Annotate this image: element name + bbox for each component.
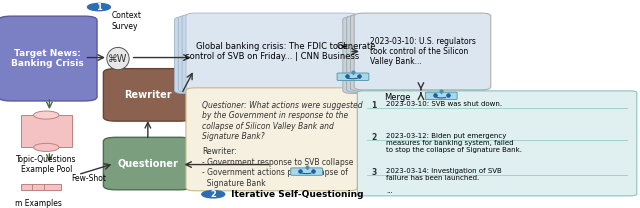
Text: Generate: Generate <box>337 42 376 51</box>
Text: Context
Survey: Context Survey <box>111 11 141 31</box>
Text: 1: 1 <box>96 2 102 12</box>
FancyBboxPatch shape <box>175 17 346 93</box>
FancyBboxPatch shape <box>179 16 350 92</box>
Text: ...: ... <box>386 188 393 194</box>
Ellipse shape <box>33 111 59 119</box>
FancyBboxPatch shape <box>44 184 61 190</box>
Text: m Examples: m Examples <box>15 199 62 208</box>
Circle shape <box>88 4 110 11</box>
Text: Iterative Self-Questioning: Iterative Self-Questioning <box>228 190 364 199</box>
FancyBboxPatch shape <box>337 73 369 80</box>
FancyBboxPatch shape <box>351 14 487 91</box>
Text: Rewriter: Rewriter <box>124 90 172 100</box>
Text: 2023-03-10: SVB was shut down.: 2023-03-10: SVB was shut down. <box>386 101 502 107</box>
Text: ⌘W: ⌘W <box>108 53 128 64</box>
FancyBboxPatch shape <box>291 168 323 175</box>
Text: 2: 2 <box>371 133 376 142</box>
FancyBboxPatch shape <box>104 137 192 190</box>
Text: 1: 1 <box>371 101 376 110</box>
FancyBboxPatch shape <box>0 16 97 101</box>
FancyBboxPatch shape <box>182 14 353 91</box>
Text: 2023-03-14: Investigation of SVB
failure has been launched.: 2023-03-14: Investigation of SVB failure… <box>386 168 502 181</box>
FancyBboxPatch shape <box>347 16 483 92</box>
FancyBboxPatch shape <box>104 69 192 121</box>
FancyBboxPatch shape <box>186 13 357 90</box>
Text: Questioner: What actions were suggested
by the Government in response to the
col: Questioner: What actions were suggested … <box>202 101 362 141</box>
FancyBboxPatch shape <box>21 115 72 147</box>
FancyBboxPatch shape <box>32 184 50 190</box>
Text: Global banking crisis: The FDIC took
control of SVB on Friday... | CNN Business: Global banking crisis: The FDIC took con… <box>184 42 359 61</box>
FancyBboxPatch shape <box>357 91 637 196</box>
Text: 2023-03-12: Biden put emergency
measures for banking system, failed
to stop the : 2023-03-12: Biden put emergency measures… <box>386 133 522 153</box>
Text: Few-Shot: Few-Shot <box>72 174 107 183</box>
FancyBboxPatch shape <box>354 13 491 90</box>
Text: Rewriter:
- Government response to SVB collapse
- Government actions post-collap: Rewriter: - Government response to SVB c… <box>202 147 353 188</box>
Text: 3: 3 <box>371 168 376 177</box>
Text: Questioner: Questioner <box>117 158 179 168</box>
Ellipse shape <box>33 143 59 151</box>
FancyBboxPatch shape <box>426 92 457 100</box>
Text: 2: 2 <box>211 190 216 199</box>
FancyBboxPatch shape <box>21 184 38 190</box>
Text: Topic-Questions
Example Pool: Topic-Questions Example Pool <box>16 155 77 174</box>
Text: 2023-03-10: U.S. regulators
took control of the Silicon
Valley Bank...: 2023-03-10: U.S. regulators took control… <box>369 37 476 66</box>
Text: Merge: Merge <box>384 93 411 102</box>
FancyBboxPatch shape <box>343 17 479 93</box>
Circle shape <box>202 191 225 198</box>
FancyBboxPatch shape <box>186 88 357 191</box>
Text: Target News:
Banking Crisis: Target News: Banking Crisis <box>12 49 84 68</box>
